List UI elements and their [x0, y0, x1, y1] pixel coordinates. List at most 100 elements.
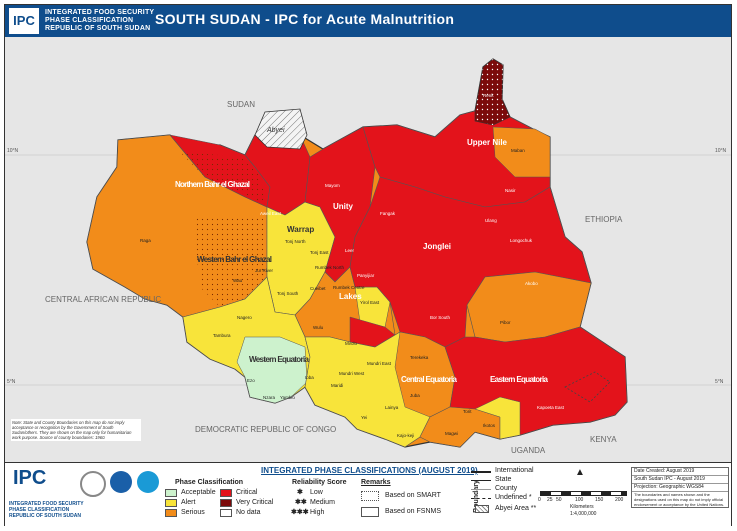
county-pibor: Pibor	[500, 320, 511, 325]
label-alert: Alert	[181, 499, 196, 506]
label-critical: Critical	[236, 489, 258, 496]
county-kajo-keji: Kajo-keji	[397, 433, 414, 438]
label-upper-nile: Upper Nile	[467, 138, 508, 147]
ipc-legend-org: INTEGRATED FOOD SECURITY PHASE CLASSIFIC…	[9, 501, 84, 519]
meta-date: Date Created: August 2019	[632, 468, 728, 476]
ilemi-undefined	[564, 371, 611, 403]
scale-tick-200: 200	[615, 497, 624, 503]
county-tonj-north: Tonj North	[285, 239, 306, 244]
nbg-smart-hatch	[180, 152, 267, 205]
label-jonglei: Jonglei	[423, 242, 451, 251]
swatch-serious	[165, 509, 177, 517]
health-emblem-icon	[110, 471, 132, 493]
county-longochuk: Longochuk	[510, 238, 533, 243]
map-note: Note: State and County Boundaries on thi…	[11, 419, 141, 441]
county-mundri-west: Mundri West	[339, 371, 365, 376]
ipc-logo: IPC	[9, 8, 39, 34]
scale-tick-50: 50	[556, 497, 562, 503]
ee-ikotos	[474, 396, 521, 440]
map-metadata: Date Created: August 2019 South Sudan IP…	[631, 467, 729, 508]
remarks-title: Remarks	[361, 479, 391, 486]
renk-hatch	[475, 59, 510, 125]
county-yei: Yei	[361, 415, 367, 420]
county-yirol-east: Yirol East	[360, 300, 380, 305]
scale-tick-150: 150	[595, 497, 604, 503]
county-maban: Maban	[511, 148, 525, 153]
child-emblem-icon	[137, 471, 159, 493]
label-fsnms: Based on FSNMS	[385, 508, 442, 515]
label-abyei-area: Abyei Area **	[495, 505, 537, 512]
county-rumbek-centre: Rumbek Centre	[333, 285, 365, 290]
map-frame: IPC INTEGRATED FOOD SECURITY PHASE CLASS…	[4, 4, 732, 526]
county-aweil-east: Aweil East	[260, 211, 282, 216]
reliability-high-icon: ✱✱✱	[291, 509, 309, 516]
line-international	[471, 471, 491, 473]
country-car: CENTRAL AFRICAN REPUBLIC	[45, 295, 161, 304]
upper-nile-orange	[492, 126, 551, 178]
label-acceptable: Acceptable	[181, 489, 216, 496]
swatch-fsnms	[361, 507, 379, 517]
county-leer: Leer	[345, 248, 355, 253]
county-wulu: Wulu	[313, 325, 324, 330]
swatch-smart	[361, 491, 379, 501]
county-terekeka: Terekeka	[410, 355, 429, 360]
coord-right-5n: 5°N	[715, 379, 724, 385]
county-mundri-east: Mundri East	[367, 361, 392, 366]
line-undefined	[471, 498, 491, 499]
scale-unit: Kilometers	[570, 504, 594, 510]
we-acceptable	[236, 336, 308, 404]
scale-ratio: 1:4,000,000	[570, 511, 597, 517]
county-ibba: Ibba	[305, 375, 314, 380]
label-international: International	[495, 467, 534, 474]
county-wau: Wau	[233, 278, 243, 283]
scale-bar	[540, 491, 627, 496]
county-tambura: Tambura	[213, 333, 231, 338]
label-ce: Central Equatoria	[401, 375, 458, 384]
county-renk: Renk	[483, 93, 494, 98]
govt-emblem-icon	[80, 471, 106, 497]
country-kenya: KENYA	[590, 435, 617, 444]
label-low: Low	[310, 489, 323, 496]
line-county	[471, 489, 491, 490]
org-line-1: INTEGRATED FOOD SECURITY	[45, 9, 155, 16]
county-magwi: Magwi	[445, 431, 458, 436]
label-ee: Eastern Equatoria	[490, 375, 549, 384]
swatch-no-data	[220, 509, 232, 517]
coord-left-10n: 10°N	[7, 148, 19, 154]
ee-magwi	[419, 406, 501, 448]
county-akobo: Akobo	[525, 281, 538, 286]
swatch-very-critical	[220, 499, 232, 507]
label-serious: Serious	[181, 509, 205, 516]
ipc-small-line-3: REPUBLIC OF SOUTH SUDAN	[9, 513, 81, 519]
swatch-critical	[220, 489, 232, 497]
county-cueibet: Cueibet	[310, 286, 326, 291]
ipc-small-line-1: INTEGRATED FOOD SECURITY	[9, 501, 84, 507]
country-sudan: SUDAN	[227, 100, 255, 109]
country-drc: DEMOCRATIC REPUBLIC OF CONGO	[195, 425, 336, 434]
county-fangak: Fangak	[380, 211, 396, 216]
header-bar: IPC INTEGRATED FOOD SECURITY PHASE CLASS…	[5, 5, 731, 37]
label-wbg: Western Bahr el Ghazal	[197, 255, 272, 264]
label-no-data: No data	[236, 509, 261, 516]
county-tonj-east: Tonj East	[310, 250, 329, 255]
line-state	[471, 480, 491, 481]
phase-title: Phase Classification	[175, 479, 244, 486]
org-line-2: PHASE CLASSIFICATION	[45, 17, 134, 24]
label-unity: Unity	[333, 202, 354, 211]
label-state: State	[495, 476, 512, 483]
county-bor-south: Bor South	[430, 315, 451, 320]
county-yambio: Yambio	[280, 395, 295, 400]
reliability-medium-icon: ✱✱	[295, 499, 307, 506]
swatch-abyei	[475, 505, 489, 513]
ipc-legend-logo: IPC	[13, 467, 47, 489]
county-tonj-south: Tonj South	[277, 291, 299, 296]
coord-right-10n: 10°N	[715, 148, 727, 154]
swatch-alert	[165, 499, 177, 507]
label-very-critical: Very Critical	[236, 499, 274, 506]
label-lakes: Lakes	[339, 292, 362, 301]
county-kapoeta-east: Kapoeta East	[537, 405, 565, 410]
abyei-area	[254, 108, 308, 150]
county-jur-river: Jur River	[255, 268, 274, 273]
county-mvolo: Mvolo	[345, 341, 358, 346]
label-warrap: Warrap	[287, 225, 314, 234]
